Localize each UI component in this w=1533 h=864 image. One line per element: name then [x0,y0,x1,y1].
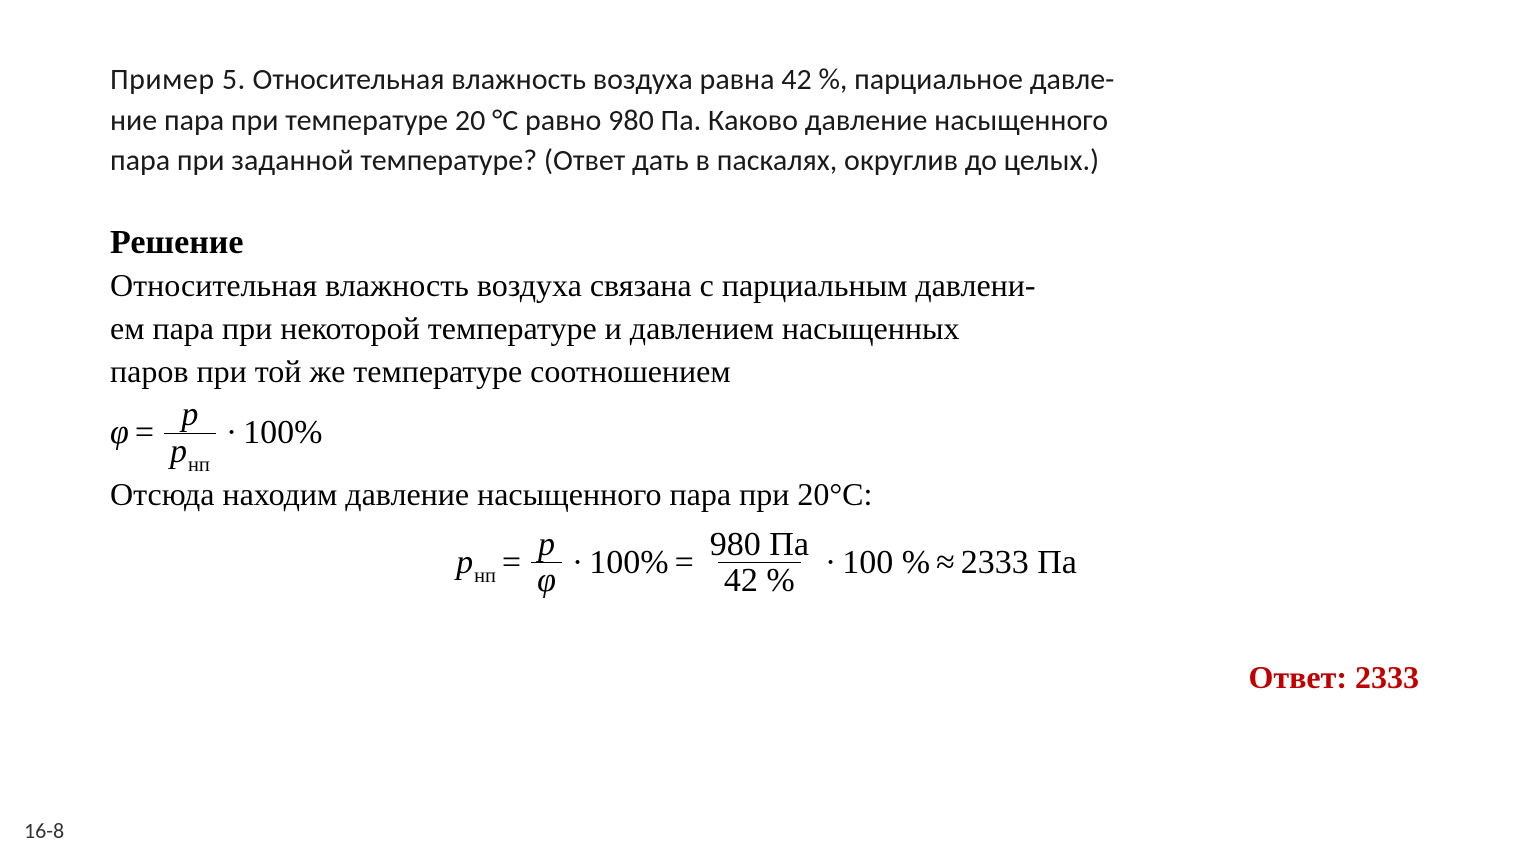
eq2-hundred-1: 100% [589,544,668,582]
eq1-den-sub: нп [188,454,210,476]
equation-1: φ = p pнп · 100% [110,397,1423,469]
eq2-hundred-2: 100 % [842,544,930,582]
eq2-lhs-sub: нп [474,565,496,587]
equation-2: pнп = p φ · 100% = 980 Па 42 % · 100 % ≈… [110,527,1423,599]
page: Пример 5. Относительная влажность воздух… [0,0,1533,864]
eq2-frac1-num: p [532,527,561,563]
eq1-phi: φ [110,414,129,452]
problem-line-1: Относительная влажность воздуха равна 42… [252,61,1114,98]
problem-lead: Пример 5. [110,61,246,98]
eq2-equals-1: = [502,544,521,582]
solution-p1-line3: паров при той же температуре соотношение… [110,353,731,389]
solution-p1-line2: ем пара при некоторой температуре и давл… [110,310,959,346]
eq1-hundred: 100% [243,414,322,452]
eq1-numerator: p [175,397,204,433]
eq2-frac1-den: φ [531,562,562,599]
eq1-den-p: p [170,433,187,470]
eq2-fraction-2: 980 Па 42 % [704,527,815,599]
eq1-fraction: p pнп [164,397,216,469]
eq1-dot: · [226,414,237,452]
problem-line-2: ние пара при температуре 20 °С равно 980… [110,102,1108,139]
problem-line-3: пара при заданной температуре? (Ответ да… [110,142,1099,179]
answer-value: 2333 [1355,659,1419,695]
eq2-result: 2333 Па [961,544,1077,582]
eq2-equals-2: = [675,544,694,582]
solution-paragraph-1: Относительная влажность воздуха связана … [110,264,1423,394]
answer-label: Ответ: [1249,659,1347,695]
eq2-dot-1: · [572,544,583,582]
eq2-dot-2: · [825,544,836,582]
eq2-approx: ≈ [936,544,955,582]
solution-heading: Решение [110,224,1423,262]
solution-paragraph-2: Отсюда находим давление насыщенного пара… [110,473,1423,516]
problem-statement: Пример 5. Относительная влажность воздух… [110,60,1423,182]
eq2-frac2-num: 980 Па [704,527,815,563]
eq1-equals: = [135,414,154,452]
eq2-lhs-p: p [456,544,473,581]
eq2-lhs: pнп [456,544,496,582]
solution-p1-line1: Относительная влажность воздуха связана … [110,267,1036,303]
page-footer: 16-8 [24,817,64,844]
eq2-fraction-1: p φ [531,527,562,599]
answer-line: Ответ: 2333 [110,659,1423,696]
eq1-denominator: pнп [164,433,216,470]
eq2-frac2-den: 42 % [718,562,801,599]
